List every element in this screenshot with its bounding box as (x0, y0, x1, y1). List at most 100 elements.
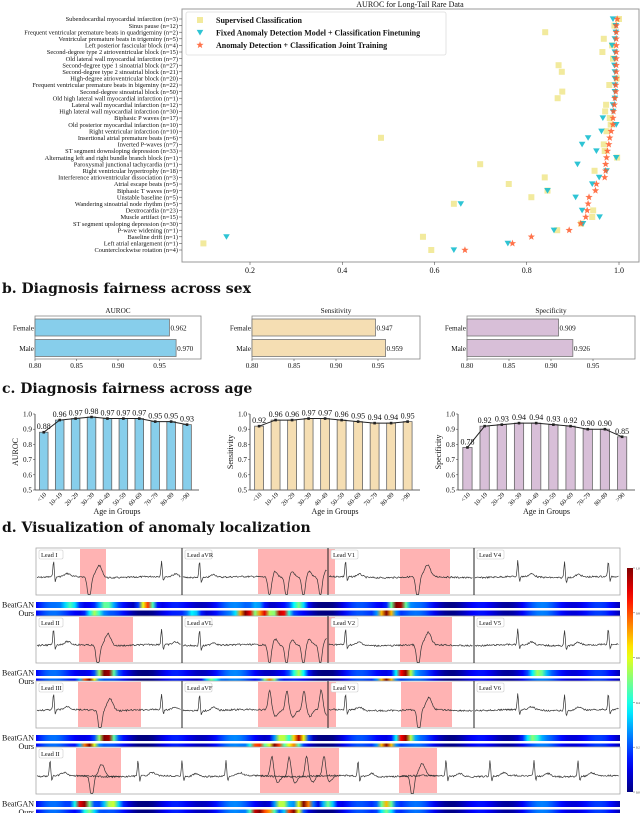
bar-9 (617, 436, 628, 491)
y-tick-label: High-degree atrioventricular block (n=20… (70, 76, 178, 83)
bar-value-label: 0.926 (574, 345, 591, 353)
lead-label-text: Lead II (41, 620, 60, 627)
y-tick-label: Old lateral wall myocardial infarction (… (66, 56, 178, 63)
data-label: 0.95 (148, 412, 162, 421)
x-tick-label: 0.85 (70, 362, 83, 370)
beatgan-score-strip (36, 670, 620, 676)
ecg-trace (182, 630, 327, 663)
lead-label-text: Lead I (41, 552, 58, 559)
point-triangle-down (457, 201, 465, 207)
trend-marker (620, 435, 624, 439)
trend-marker (42, 430, 46, 434)
age-chart-sensitivity: 0.5 0.6 0.7 0.8 0.9 1.0 Sensitivity Age in Grou… (226, 409, 420, 516)
bar-male (466, 339, 574, 357)
bar-4 (102, 418, 113, 491)
data-label: 0.97 (302, 409, 316, 418)
point-square (477, 161, 484, 168)
category-label: Female (13, 325, 34, 333)
lead-label-text: Lead V5 (479, 620, 501, 627)
x-tick-label: 0.80 (461, 362, 474, 370)
point-star (612, 61, 620, 69)
point-square (377, 134, 384, 141)
lead-label-text: Lead III (41, 685, 62, 692)
bar-2 (70, 418, 81, 491)
point-triangle-down (612, 155, 620, 161)
beatgan-score-strip (36, 602, 620, 608)
point-triangle-down (598, 128, 605, 135)
x-tick-label: 0.8 (522, 266, 532, 275)
point-star (602, 167, 610, 174)
y-tick-label: 0.8 (23, 441, 32, 449)
section-c-heading: c. Diagnosis fairness across age (2, 381, 252, 397)
lead-label-box (330, 549, 359, 560)
lead-label-text: Lead V4 (479, 552, 502, 559)
trend-marker (307, 417, 310, 420)
bar-2 (496, 424, 507, 491)
y-tick-label: 0.8 (238, 441, 247, 449)
y-tick-label: 0.5 (446, 487, 455, 495)
x-tick-label: 10–19 (264, 491, 280, 507)
anomaly-highlight (80, 549, 106, 594)
point-star (609, 120, 617, 128)
y-tick-label: 0.5 (23, 487, 32, 495)
bar-3 (86, 416, 97, 491)
x-tick-label: 0.80 (246, 362, 259, 370)
bar-4 (531, 422, 542, 491)
point-star (585, 193, 593, 201)
chart-title: AUROC (105, 307, 130, 315)
bar-female (466, 318, 559, 337)
trend-marker (137, 417, 141, 420)
point-square (590, 207, 597, 214)
x-tick-label: 40–49 (524, 491, 540, 507)
bar-8 (386, 422, 396, 491)
anomaly-highlight (258, 682, 336, 727)
trend-marker (185, 423, 189, 426)
x-tick-label: 0.80 (29, 362, 42, 370)
y-tick-label: Frequent ventricular premature beats in … (32, 82, 178, 89)
sex-chart-sensitivity: Sensitivity 0.947 Female 0.959 Male 0.80 0.85 0… (230, 307, 421, 370)
bar-5 (118, 418, 129, 491)
data-label: 0.85 (615, 427, 629, 436)
x-tick-label: 0.90 (330, 362, 343, 370)
x-tick-label: 10–19 (48, 491, 64, 507)
point-star (601, 173, 609, 181)
point-star (605, 140, 613, 148)
anomaly-highlight (258, 617, 335, 662)
bar-value-label: 0.959 (387, 345, 404, 353)
ecg-row-1: Lead I Lead aVR Lead V1 Lead V4 (35, 547, 621, 596)
point-star (610, 101, 618, 108)
point-star (577, 219, 585, 227)
point-star (612, 68, 620, 75)
x-axis-label: Age in Groups (93, 507, 140, 516)
bar-1 (54, 419, 65, 491)
point-square (554, 95, 561, 102)
bar-1 (270, 419, 281, 491)
category-label: Female (230, 325, 251, 333)
point-square (542, 29, 549, 36)
x-tick-label: <10 (36, 491, 48, 503)
y-tick-label: 1.0 (23, 411, 32, 419)
point-star (612, 87, 620, 95)
data-label: 0.92 (478, 416, 492, 425)
ecg-trace (328, 561, 473, 595)
lead-label-text: Lead aVR (187, 552, 214, 559)
point-square (602, 108, 609, 115)
beatgan-label: BeatGAN (2, 734, 34, 743)
trend-marker (74, 417, 77, 420)
point-star (611, 94, 619, 102)
lead-label-box (184, 549, 213, 560)
point-star (606, 134, 614, 141)
point-star (612, 48, 620, 56)
x-tick-label: 60–69 (346, 491, 362, 507)
y-tick-label: Biphasic T waves (n=9) (117, 188, 178, 195)
anomaly-highlight (401, 682, 452, 727)
bar-value-label: 0.962 (170, 325, 187, 333)
point-square (599, 49, 606, 55)
point-triangle-down (596, 214, 603, 220)
x-tick-label: >90 (615, 491, 627, 503)
trend-marker (534, 421, 538, 425)
bar-7 (369, 422, 380, 491)
y-tick-label: Insertional atrial premature beats (n=6) (78, 135, 178, 142)
data-label: 0.94 (529, 413, 543, 422)
lead-label-box (184, 682, 213, 693)
